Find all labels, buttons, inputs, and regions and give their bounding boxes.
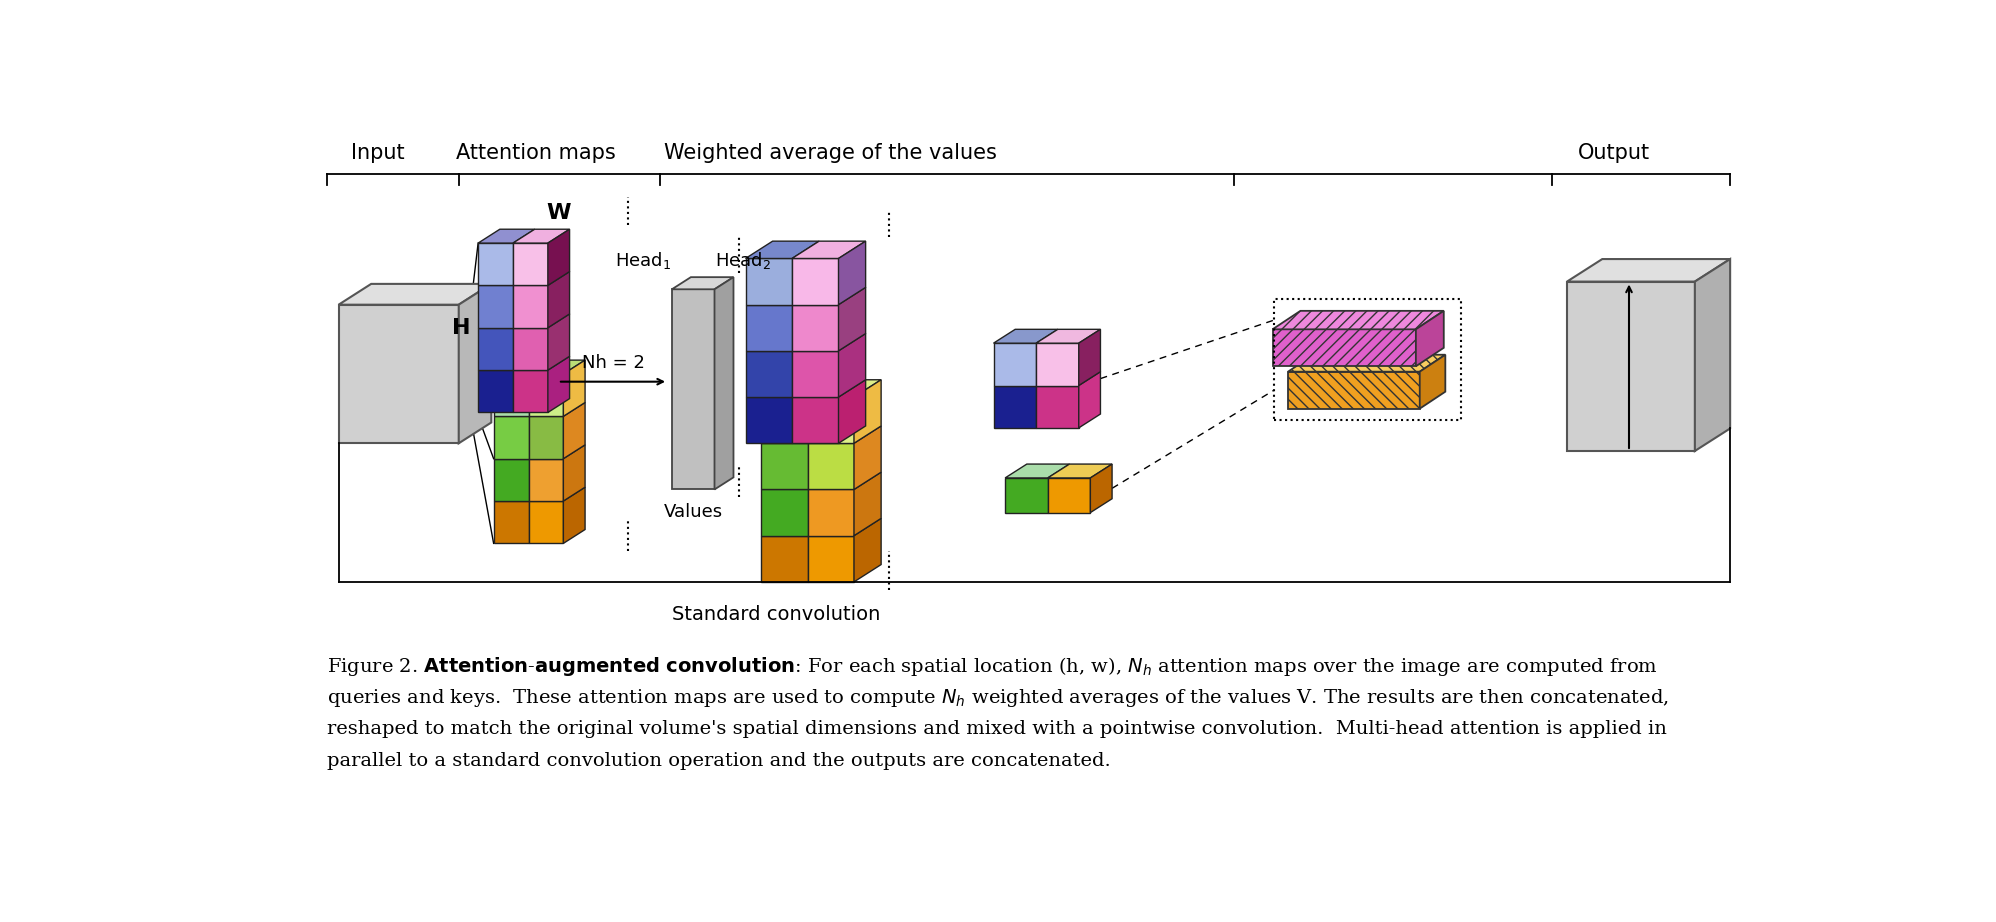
- Polygon shape: [745, 304, 792, 351]
- Polygon shape: [808, 380, 880, 397]
- Polygon shape: [745, 242, 818, 258]
- Polygon shape: [563, 361, 585, 417]
- Polygon shape: [1036, 343, 1078, 385]
- Polygon shape: [673, 290, 715, 490]
- Polygon shape: [339, 304, 459, 443]
- Polygon shape: [493, 501, 529, 543]
- Polygon shape: [715, 278, 733, 490]
- Text: Weighted average of the values: Weighted average of the values: [665, 143, 998, 163]
- Polygon shape: [745, 351, 792, 397]
- Polygon shape: [529, 458, 563, 501]
- Text: Figure 2. $\mathbf{Attention}$-$\mathbf{augmented\ convolution}$: For each spati: Figure 2. $\mathbf{Attention}$-$\mathbf{…: [327, 655, 1659, 678]
- Polygon shape: [1006, 464, 1070, 478]
- Polygon shape: [547, 313, 569, 370]
- Polygon shape: [529, 361, 585, 374]
- Polygon shape: [513, 243, 547, 286]
- Polygon shape: [838, 334, 866, 397]
- Polygon shape: [994, 329, 1058, 343]
- Polygon shape: [745, 397, 792, 443]
- Polygon shape: [1048, 478, 1090, 513]
- Text: Nh = 2: Nh = 2: [581, 354, 645, 372]
- Text: W: W: [547, 203, 571, 223]
- Polygon shape: [994, 385, 1036, 428]
- Text: queries and keys.  These attention maps are used to compute $N_h$ weighted avera: queries and keys. These attention maps a…: [327, 688, 1669, 709]
- Polygon shape: [459, 284, 491, 443]
- Polygon shape: [792, 397, 838, 443]
- Text: Input: Input: [351, 143, 403, 163]
- Polygon shape: [760, 443, 808, 490]
- Polygon shape: [1078, 372, 1100, 428]
- Polygon shape: [479, 230, 535, 243]
- Text: Values: Values: [663, 503, 723, 521]
- Polygon shape: [479, 328, 513, 370]
- Polygon shape: [479, 370, 513, 412]
- Polygon shape: [745, 258, 792, 304]
- Polygon shape: [792, 258, 838, 304]
- Polygon shape: [792, 242, 866, 258]
- Polygon shape: [1273, 329, 1415, 366]
- Polygon shape: [1695, 259, 1731, 451]
- Polygon shape: [513, 370, 547, 412]
- Polygon shape: [547, 356, 569, 412]
- Polygon shape: [493, 374, 529, 417]
- Polygon shape: [808, 536, 854, 582]
- Text: Attention maps: Attention maps: [457, 143, 617, 163]
- Polygon shape: [513, 328, 547, 370]
- Polygon shape: [529, 501, 563, 543]
- Polygon shape: [792, 304, 838, 351]
- Polygon shape: [563, 403, 585, 458]
- Text: Head$_1$: Head$_1$: [615, 250, 671, 271]
- Polygon shape: [1036, 385, 1078, 428]
- Polygon shape: [479, 286, 513, 328]
- Polygon shape: [808, 443, 854, 490]
- Polygon shape: [1048, 464, 1112, 478]
- Polygon shape: [760, 490, 808, 536]
- Polygon shape: [1415, 311, 1443, 366]
- Polygon shape: [854, 472, 880, 536]
- Polygon shape: [838, 288, 866, 351]
- Polygon shape: [1036, 329, 1100, 343]
- Polygon shape: [1287, 372, 1419, 408]
- Polygon shape: [493, 361, 551, 374]
- Polygon shape: [760, 380, 834, 397]
- Polygon shape: [547, 230, 569, 286]
- Text: Standard convolution: Standard convolution: [673, 605, 880, 624]
- Polygon shape: [339, 284, 491, 304]
- Text: Output: Output: [1577, 143, 1649, 163]
- Polygon shape: [493, 458, 529, 501]
- Polygon shape: [854, 380, 880, 443]
- Polygon shape: [563, 444, 585, 501]
- Polygon shape: [760, 536, 808, 582]
- Polygon shape: [1273, 311, 1443, 329]
- Polygon shape: [994, 343, 1036, 385]
- Polygon shape: [513, 230, 569, 243]
- Polygon shape: [838, 242, 866, 304]
- Polygon shape: [563, 487, 585, 543]
- Polygon shape: [1078, 329, 1100, 385]
- Polygon shape: [1419, 355, 1445, 408]
- Text: parallel to a standard convolution operation and the outputs are concatenated.: parallel to a standard convolution opera…: [327, 752, 1110, 770]
- Polygon shape: [493, 417, 529, 458]
- Polygon shape: [792, 351, 838, 397]
- Polygon shape: [673, 278, 733, 290]
- Polygon shape: [1287, 355, 1445, 372]
- Polygon shape: [479, 243, 513, 286]
- Polygon shape: [529, 417, 563, 458]
- Polygon shape: [1006, 478, 1048, 513]
- Text: H: H: [451, 318, 471, 337]
- Polygon shape: [1567, 281, 1695, 451]
- Text: reshaped to match the original volume's spatial dimensions and mixed with a poin: reshaped to match the original volume's …: [327, 720, 1667, 738]
- Polygon shape: [854, 518, 880, 582]
- Polygon shape: [1567, 259, 1731, 281]
- Polygon shape: [808, 397, 854, 443]
- Polygon shape: [854, 426, 880, 490]
- Polygon shape: [513, 286, 547, 328]
- Polygon shape: [547, 272, 569, 328]
- Polygon shape: [529, 374, 563, 417]
- Polygon shape: [808, 490, 854, 536]
- Polygon shape: [838, 380, 866, 443]
- Polygon shape: [760, 397, 808, 443]
- Text: Head$_2$: Head$_2$: [715, 250, 770, 271]
- Polygon shape: [1090, 464, 1112, 513]
